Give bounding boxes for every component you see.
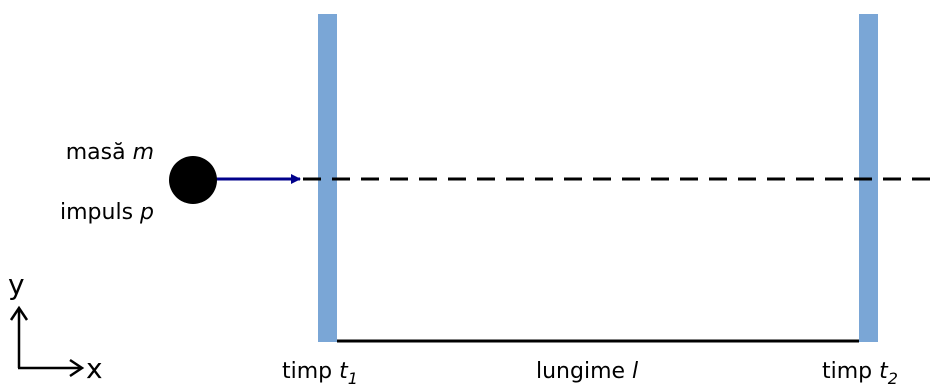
detector-plate-1 [318,14,337,342]
y-axis-arrowhead [9,305,29,321]
mass-label: masă m [66,140,154,165]
time-t2-label: timp t2 [822,359,898,385]
time-t1-label: timp t1 [282,359,358,385]
x-axis-arrowhead [69,358,85,378]
x-axis-label: x [86,352,103,385]
axes-indicator: y x [8,268,103,385]
particle [169,156,217,204]
momentum-label: impuls p [60,200,154,225]
y-axis-label: y [8,268,25,301]
length-label: lungime l [536,359,638,384]
